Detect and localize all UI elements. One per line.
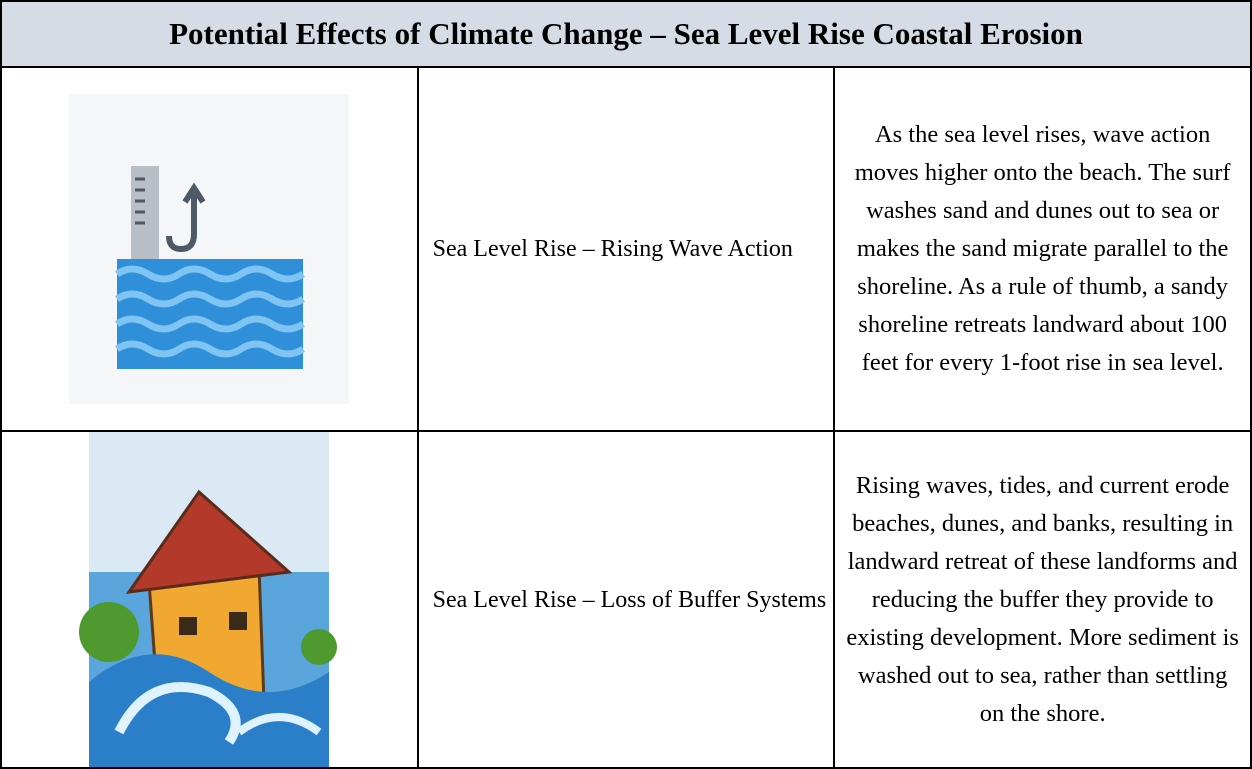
row: Sea Level Rise – Rising Wave Action As t…	[0, 66, 1252, 432]
flooded-house-icon	[79, 432, 338, 767]
header-row: Potential Effects of Climate Change – Se…	[0, 0, 1252, 68]
row: Sea Level Rise – Loss of Buffer Systems …	[0, 430, 1252, 769]
effect-description: As the sea level rises, wave action move…	[833, 66, 1252, 432]
sea-level-icon	[69, 94, 350, 404]
table-title: Potential Effects of Climate Change – Se…	[0, 0, 1252, 68]
effect-description: Rising waves, tides, and current erode b…	[833, 430, 1252, 769]
effect-name: Sea Level Rise – Rising Wave Action	[416, 66, 836, 432]
effect-name: Sea Level Rise – Loss of Buffer Systems	[416, 430, 836, 769]
image-cell	[0, 430, 419, 769]
image-cell	[0, 66, 419, 432]
